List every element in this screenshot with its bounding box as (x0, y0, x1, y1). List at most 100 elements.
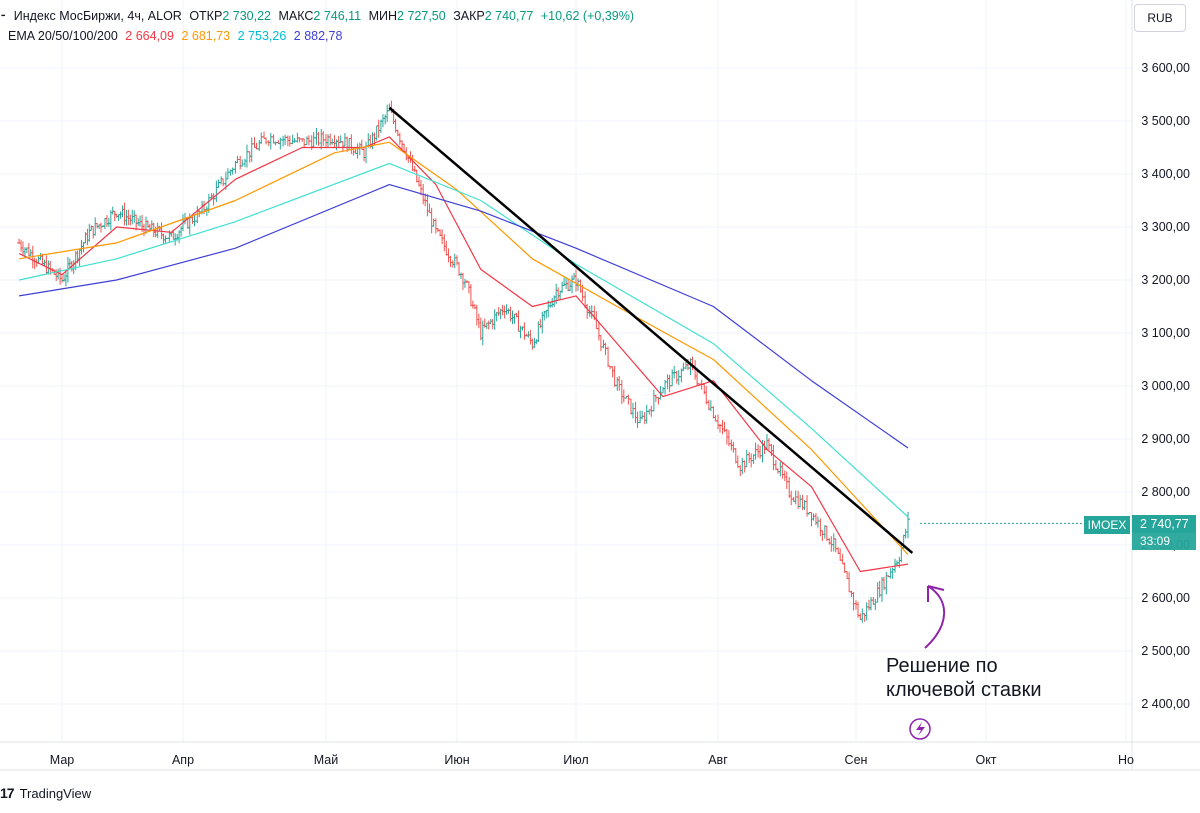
price-bar (330, 138, 335, 145)
price-bar (474, 304, 479, 326)
price-bar (869, 596, 873, 611)
price-bar (621, 389, 626, 403)
price-bar (829, 536, 834, 552)
price-bar (332, 135, 337, 148)
price-bar (775, 468, 780, 474)
price-bar (782, 470, 787, 482)
price-bar (860, 608, 865, 623)
price-bar (442, 234, 447, 252)
price-bar (598, 335, 603, 352)
price-bar (751, 454, 756, 465)
branding[interactable]: 17 TradingView (0, 785, 91, 801)
price-bar (124, 210, 129, 226)
price-bar (450, 260, 455, 268)
price-bar (106, 217, 111, 227)
price-bar (758, 445, 763, 459)
price-bar (484, 322, 489, 329)
price-bar (570, 275, 575, 294)
price-bar (615, 377, 620, 391)
price-bar (429, 207, 434, 234)
price-bar (681, 362, 686, 372)
price-bar (20, 241, 25, 257)
price-bar (818, 518, 823, 537)
price-bar (862, 613, 867, 622)
price-bar (244, 144, 249, 168)
price-bar (787, 476, 792, 498)
high-label: МАКС (278, 9, 314, 23)
price-bar (383, 114, 388, 125)
branding-text: TradingView (19, 785, 92, 801)
price-bar (903, 528, 908, 539)
price-bar (457, 262, 461, 276)
price-bar (230, 167, 235, 175)
price-bar (347, 138, 352, 151)
price-bar (784, 471, 789, 489)
price-bar (530, 338, 535, 350)
price-bar (302, 138, 307, 148)
price-bar (704, 386, 709, 405)
price-bar (32, 257, 37, 269)
price-bar (508, 306, 513, 322)
x-tick-label: Мар (50, 753, 75, 767)
price-bar (838, 548, 843, 561)
price-bar (544, 309, 549, 319)
price-bar (478, 317, 483, 341)
price-bar (534, 339, 539, 345)
price-bar (773, 460, 778, 471)
price-bar (532, 337, 537, 349)
price-bar (362, 147, 367, 162)
low-value: 2 727,50 (397, 9, 446, 23)
price-bar (290, 134, 295, 145)
price-bar (211, 193, 216, 206)
price-bar (638, 410, 643, 424)
price-bar (81, 241, 86, 253)
price-bar (744, 449, 749, 468)
price-bar (845, 571, 850, 580)
price-bar (364, 141, 369, 164)
price-bar (496, 306, 501, 317)
price-bar (854, 600, 858, 610)
price-bar (708, 400, 713, 412)
x-tick-label: Но (1118, 753, 1134, 767)
price-bar (448, 255, 453, 268)
price-bar (376, 119, 381, 138)
price-bar (328, 133, 333, 146)
legend-row-main: ⁃ Индекс МосБиржи, 4ч, ALOR ОТКР2 730,22… (0, 6, 638, 26)
price-bar (431, 218, 436, 227)
price-bar (136, 218, 141, 227)
price-bar (460, 272, 465, 290)
price-bar (815, 516, 820, 528)
ema-label: EMA 20/50/100/200 (8, 29, 118, 43)
price-bar (458, 272, 463, 279)
price-bar (610, 366, 615, 378)
price-bar (670, 369, 675, 387)
annotation-arrowhead (927, 585, 945, 602)
price-bar (873, 598, 878, 611)
price-bar (735, 455, 740, 468)
price-bar (104, 215, 109, 227)
price-bar (504, 304, 509, 315)
ema100-value: 2 753,26 (237, 29, 287, 43)
price-bar (665, 374, 670, 390)
ema50-line (19, 141, 909, 555)
price-bar (283, 134, 288, 146)
y-tick-label: 3 000,00 (1141, 379, 1190, 393)
currency-button[interactable]: RUB (1134, 4, 1186, 32)
y-tick-label: 3 200,00 (1141, 273, 1190, 287)
price-bar (440, 229, 445, 245)
price-bar (126, 209, 131, 226)
price-bar (606, 346, 611, 368)
price-bar (731, 441, 736, 453)
close-label: ЗАКР (453, 9, 485, 23)
high-value: 2 746,11 (313, 9, 362, 23)
price-bar (271, 134, 276, 144)
price-bar (238, 155, 243, 170)
price-bar (254, 142, 259, 150)
price-bar (281, 135, 286, 147)
y-tick-label: 2 600,00 (1141, 591, 1190, 605)
price-bar (635, 411, 640, 428)
price-bar (840, 553, 845, 565)
y-tick-label: 2 500,00 (1141, 644, 1190, 658)
collapse-arrow-icon[interactable]: ⁃ (0, 9, 7, 23)
